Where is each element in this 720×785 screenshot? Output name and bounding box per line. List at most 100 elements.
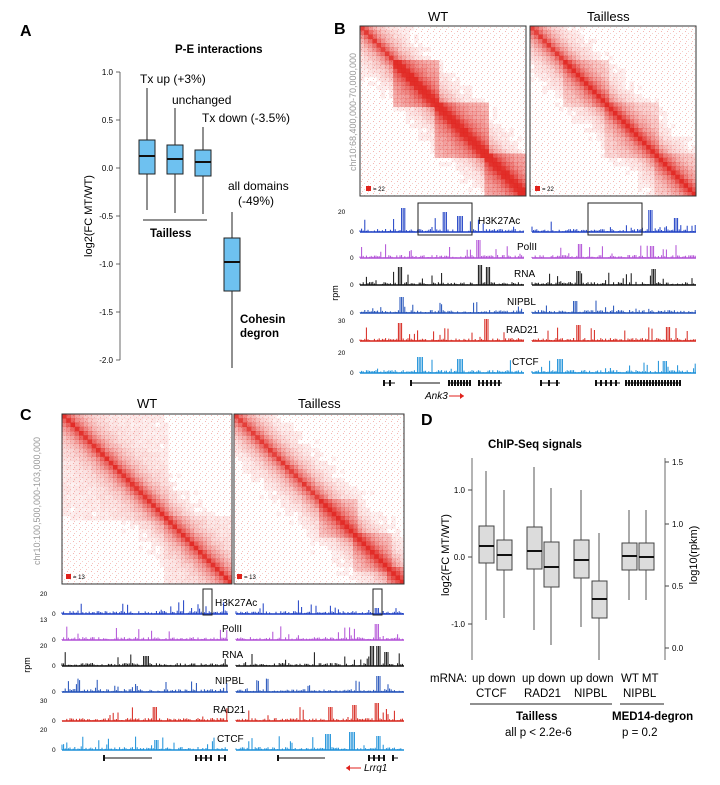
hic-cell xyxy=(87,486,93,491)
hic-cell xyxy=(650,115,655,120)
hic-cell xyxy=(306,533,311,538)
hic-cell xyxy=(100,469,105,474)
hic-cell xyxy=(387,567,392,572)
hic-cell xyxy=(666,132,672,137)
hic-cell xyxy=(492,128,498,133)
hic-cell xyxy=(447,77,452,82)
hic-cell xyxy=(617,102,622,108)
hic-cell xyxy=(637,128,643,133)
hic-cell xyxy=(530,34,535,40)
hic-cell xyxy=(517,136,523,142)
hic-cell xyxy=(353,528,358,534)
hic-cell xyxy=(389,89,394,95)
hic-cell xyxy=(679,170,684,176)
panel-a-ylabel: log2(FC MT/WT) xyxy=(83,175,95,257)
hic-cell xyxy=(164,516,169,521)
hic-cell xyxy=(155,465,161,470)
track-signal xyxy=(531,325,696,341)
hic-cell xyxy=(227,579,233,585)
hic-cell xyxy=(306,452,311,457)
hic-cell xyxy=(588,89,593,95)
hic-cell xyxy=(289,490,294,496)
hic-cell xyxy=(91,460,97,466)
hic-cell xyxy=(671,187,676,193)
hic-cell xyxy=(285,511,290,517)
hic-cell xyxy=(340,550,345,555)
hic-cell xyxy=(348,541,354,547)
hic-cell xyxy=(100,460,105,466)
hic-cell xyxy=(310,460,316,466)
hic-cell xyxy=(360,60,365,65)
track-signal xyxy=(359,208,524,232)
panel-d-y2label: log10(rpkm) xyxy=(688,526,700,585)
hic-cell xyxy=(79,448,84,453)
hic-cell xyxy=(314,524,320,530)
hic-cell xyxy=(280,448,286,453)
hic-cell xyxy=(108,439,114,445)
hic-cell xyxy=(418,136,423,142)
hic-cell xyxy=(155,443,161,449)
hic-cell xyxy=(395,558,401,564)
hic-cell xyxy=(372,64,377,69)
hic-cell xyxy=(397,64,402,69)
hic-cell xyxy=(134,494,139,500)
hic-cell xyxy=(223,545,229,551)
hic-cell xyxy=(280,503,286,508)
hic-cell xyxy=(117,516,122,521)
label-tailless-d: Tailless xyxy=(516,711,557,723)
hic-cell xyxy=(142,537,148,542)
hic-cell xyxy=(361,503,367,508)
hic-cell xyxy=(259,448,265,453)
hic-cell xyxy=(583,98,589,103)
hic-cell xyxy=(310,469,316,474)
hic-cell xyxy=(509,149,514,154)
hic-cell xyxy=(263,439,269,445)
hic-cell xyxy=(413,77,419,82)
hic-cell xyxy=(571,106,576,112)
hic-cell xyxy=(592,111,597,116)
hic-cell xyxy=(459,85,465,91)
hic-cell xyxy=(242,431,248,436)
hic-cell xyxy=(401,38,406,44)
hic-cell xyxy=(79,503,84,508)
hic-cell xyxy=(637,174,643,180)
hic-cell xyxy=(691,166,697,171)
hic-cell xyxy=(480,162,485,167)
hic-cell xyxy=(108,414,114,419)
gene-label-ank3: Ank3 xyxy=(424,391,448,402)
hic-cell xyxy=(210,567,216,572)
hic-cell xyxy=(374,520,379,525)
hic-cell xyxy=(662,183,668,188)
hic-cell xyxy=(426,98,431,103)
hic-cell xyxy=(438,149,444,154)
gene-exon xyxy=(664,380,666,386)
hic-cell xyxy=(83,469,88,474)
hic-cell xyxy=(488,166,494,171)
hic-cell xyxy=(583,55,589,61)
hic-cell xyxy=(83,507,88,513)
hic-cell xyxy=(87,499,93,504)
hic-cell xyxy=(125,486,131,491)
hic-cell xyxy=(215,575,220,581)
hic-cell xyxy=(83,422,88,428)
hic-cell xyxy=(297,490,303,496)
hic-cell xyxy=(368,60,373,65)
hic-cell xyxy=(276,418,282,423)
hic-cell xyxy=(422,102,427,108)
hic-cell xyxy=(193,545,199,551)
hic-cell xyxy=(409,77,415,82)
hic-cell xyxy=(202,562,207,568)
hic-cell xyxy=(259,473,265,479)
hic-cell xyxy=(447,72,452,78)
hic-cell xyxy=(319,490,324,496)
hic-cell xyxy=(654,157,659,163)
hic-cell xyxy=(600,64,605,69)
hic-cell xyxy=(348,490,354,496)
hic-cell xyxy=(546,64,552,69)
hic-cell xyxy=(193,575,199,581)
hic-cell xyxy=(280,443,286,449)
hic-cell xyxy=(159,477,165,483)
hic-cell xyxy=(370,545,375,551)
hic-cell xyxy=(365,575,371,581)
hic-cell xyxy=(480,111,485,116)
